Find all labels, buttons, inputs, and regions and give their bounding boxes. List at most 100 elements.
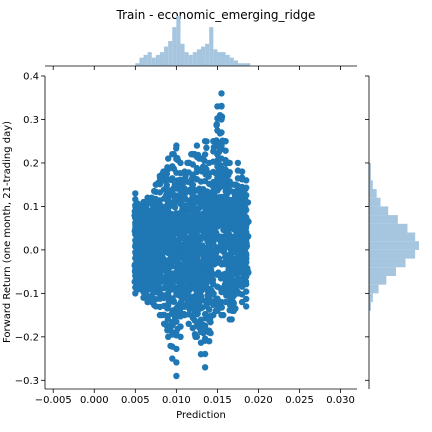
scatter-point — [193, 299, 201, 307]
marginal-x-bar — [221, 52, 226, 66]
scatter-point — [226, 169, 233, 176]
marginal-x-bar — [139, 57, 144, 66]
scatter-point — [169, 175, 176, 182]
scatter-point — [218, 181, 225, 188]
scatter-point — [201, 164, 209, 171]
scatter-point — [173, 372, 180, 380]
scatter-point — [243, 177, 250, 184]
scatter-point — [152, 267, 159, 274]
scatter-point — [213, 122, 220, 129]
scatter-point — [197, 212, 205, 220]
scatter-point — [165, 155, 172, 162]
scatter-point — [218, 311, 225, 319]
marginal-y-bar — [369, 215, 398, 224]
scatter-point — [189, 284, 196, 291]
marginal-y-bar — [369, 180, 373, 190]
scatter-point — [210, 240, 217, 247]
scatter-point — [181, 193, 188, 201]
scatter-point — [201, 138, 209, 145]
scatter-point — [189, 192, 196, 199]
marginal-x-bar — [217, 52, 222, 66]
scatter-point — [230, 255, 237, 262]
scatter-point — [210, 168, 217, 176]
scatter-point — [165, 291, 172, 299]
scatter-point — [193, 277, 201, 284]
scatter-point — [222, 147, 229, 154]
scatter-point — [218, 103, 225, 110]
y-tick-label: 0.0 — [23, 245, 39, 256]
marginal-y-bar — [369, 189, 377, 198]
scatter-point — [189, 294, 196, 301]
scatter-point — [243, 192, 250, 199]
scatter-point — [243, 273, 250, 280]
scatter-point — [160, 222, 168, 229]
scatter-point — [169, 283, 176, 290]
scatter-point — [132, 196, 139, 203]
scatter-point — [206, 338, 213, 345]
scatter-point — [226, 251, 233, 259]
scatter-point — [214, 199, 221, 206]
marginal-x-bar — [188, 54, 193, 66]
y-axis-title: Forward Return (one month, 21-trading da… — [2, 121, 13, 343]
marginal-x-bar — [180, 43, 185, 66]
marginal-x-bar — [147, 52, 152, 66]
scatter-point — [238, 168, 246, 175]
scatter-point — [189, 304, 196, 311]
x-tick-label: −0.005 — [35, 395, 72, 406]
scatter-point — [243, 288, 250, 295]
marginal-x-bar — [205, 43, 210, 66]
scatter-point — [197, 328, 205, 335]
y-tick-label: −0.1 — [15, 289, 39, 300]
marginal-y-bar — [369, 302, 371, 311]
marginal-x-bar — [143, 54, 148, 66]
scatter-point — [177, 323, 184, 330]
scatter-point — [243, 303, 250, 310]
scatter-point — [214, 163, 221, 170]
scatter-point — [185, 320, 192, 327]
scatter-point — [185, 188, 192, 195]
marginal-x-bar — [233, 60, 238, 66]
scatter-point — [197, 155, 205, 162]
scatter-point — [193, 311, 201, 318]
scatter-point — [201, 217, 209, 225]
scatter-point — [243, 258, 250, 266]
marginal-x-bar — [172, 27, 177, 66]
marginal-x-histogram — [135, 16, 251, 66]
scatter-point — [243, 281, 250, 288]
scatter-point — [165, 239, 172, 246]
scatter-point — [169, 271, 176, 278]
scatter-point — [206, 254, 213, 261]
scatter-point — [206, 317, 213, 324]
marginal-x-bar — [192, 52, 197, 66]
scatter-point — [206, 327, 213, 334]
marginal-y-ticks — [365, 75, 369, 381]
y-tick-label: −0.2 — [15, 332, 39, 343]
scatter-point — [181, 286, 188, 293]
scatter-point — [152, 274, 159, 281]
scatter-point — [156, 181, 164, 188]
scatter-point — [243, 206, 250, 214]
marginal-x-bar — [213, 49, 218, 66]
scatter-point — [189, 273, 196, 281]
scatter-point — [189, 181, 196, 189]
scatter-point — [185, 207, 192, 214]
scatter-point — [226, 215, 233, 222]
scatter-points — [131, 90, 252, 380]
marginal-x-bar — [225, 54, 230, 66]
x-tick-label: 0.015 — [203, 395, 232, 406]
scatter-point — [218, 246, 225, 254]
scatter-point — [203, 144, 210, 151]
scatter-point — [177, 282, 184, 289]
marginal-x-ticks — [52, 66, 341, 70]
scatter-point — [193, 254, 201, 262]
scatter-point — [165, 228, 172, 236]
scatter-point — [173, 142, 180, 149]
marginal-x-bar — [201, 46, 206, 66]
scatter-point — [218, 116, 225, 123]
scatter-point — [152, 210, 159, 217]
scatter-point — [173, 196, 180, 203]
scatter-point — [181, 278, 188, 285]
scatter-point — [152, 217, 159, 224]
scatter-point — [214, 187, 221, 194]
